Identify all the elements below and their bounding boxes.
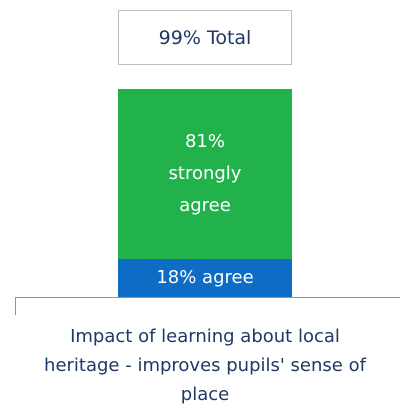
- data-label: 18% agree: [156, 267, 254, 289]
- axis-tick: [15, 297, 16, 315]
- category-label: Impact of learning about local heritage …: [44, 326, 366, 405]
- total-label: 99% Total: [118, 10, 292, 65]
- bar-segment: 81% strongly agree: [118, 89, 292, 260]
- baseline: [15, 297, 400, 298]
- bar-segment: 18% agree: [118, 259, 292, 297]
- data-label: 81% strongly agree: [168, 131, 242, 217]
